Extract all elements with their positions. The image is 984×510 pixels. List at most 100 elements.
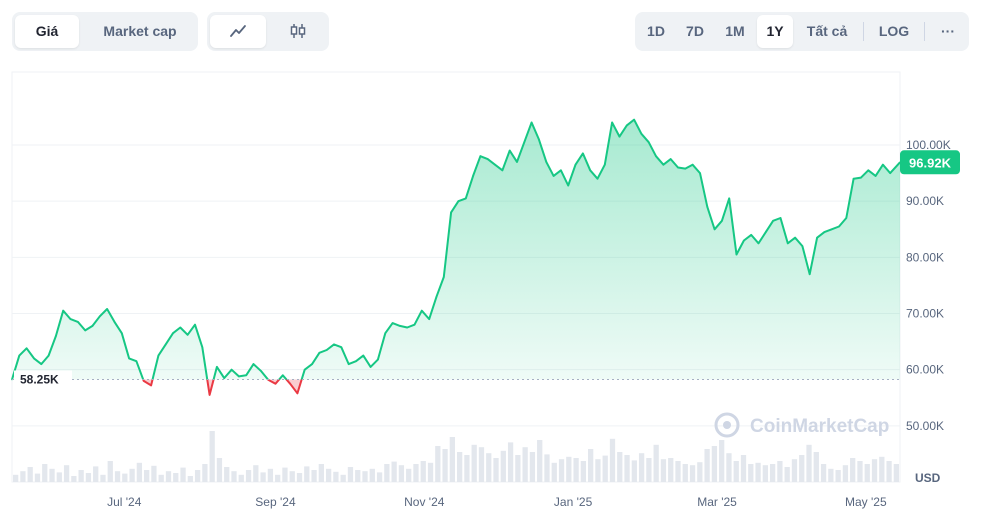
metric-toggle: Giá Market cap [12, 12, 198, 51]
watermark-text: CoinMarketCap [750, 416, 889, 437]
volume-bar [100, 474, 106, 482]
data-point [84, 329, 86, 332]
data-point [735, 253, 738, 256]
range-all[interactable]: Tất cả [806, 23, 848, 39]
data-point [465, 197, 467, 200]
volume-bar [369, 468, 375, 482]
data-point [142, 380, 145, 382]
volume-bar [879, 456, 885, 482]
volume-bar [165, 471, 172, 482]
volume-bar [748, 464, 754, 482]
data-point [450, 211, 452, 214]
volume-bar [180, 467, 186, 482]
data-point [721, 220, 723, 222]
data-point [128, 357, 130, 360]
range-toggle: 1D 7D 1M 1Y Tất cả LOG ··· [635, 12, 969, 51]
log-scale-toggle[interactable]: LOG [878, 23, 910, 39]
data-point [113, 321, 116, 323]
volume-bar [573, 458, 579, 482]
price-chart[interactable]: 58.25K CoinMarketCap 50.00K 60.00K 70.00K 8… [0, 60, 984, 510]
volume-bar [791, 459, 798, 482]
volume-bar [733, 461, 739, 482]
data-point [457, 200, 460, 202]
data-point [33, 357, 35, 360]
volume-bar [449, 437, 455, 482]
range-1d[interactable]: 1D [647, 23, 665, 39]
volume-bar [617, 452, 623, 482]
data-point [582, 152, 584, 155]
line-chart-icon [230, 25, 246, 37]
volume-bar [842, 465, 849, 482]
x-tick-label: May '25 [845, 495, 887, 509]
volume-bar [871, 459, 878, 482]
volume-bar [158, 474, 164, 482]
volume-bar [675, 461, 681, 482]
data-point [362, 354, 365, 357]
data-point [618, 135, 621, 138]
volume-bar [238, 474, 244, 482]
volume-bar [595, 459, 601, 482]
data-point [62, 309, 64, 312]
range-1y[interactable]: 1Y [757, 15, 793, 48]
data-point [743, 239, 745, 242]
data-point [838, 225, 840, 228]
volume-bar [769, 464, 776, 482]
volume-bar [813, 452, 819, 482]
range-7d[interactable]: 7D [686, 23, 704, 39]
range-divider-2 [924, 22, 925, 41]
current-price-label: 96.92K [900, 150, 960, 175]
volume-bar [406, 468, 412, 482]
data-point [845, 217, 848, 219]
volume-bar [282, 467, 288, 482]
volume-bar [515, 455, 521, 482]
line-chart-button[interactable] [210, 15, 266, 48]
data-point [713, 228, 716, 231]
data-point [604, 163, 606, 166]
more-options-icon[interactable]: ··· [941, 23, 955, 39]
volume-bar [362, 471, 368, 482]
volume-bar [420, 461, 426, 482]
volume-bar [464, 455, 470, 482]
data-point [208, 394, 211, 396]
volume-bar [435, 446, 441, 482]
volume-bar [253, 465, 259, 482]
volume-bar [726, 453, 732, 482]
data-point [296, 392, 299, 395]
volume-bar [799, 455, 805, 482]
data-point [772, 220, 774, 222]
volume-bar [719, 440, 725, 482]
volume-bar [755, 462, 761, 482]
volume-bar [224, 467, 230, 482]
data-point [384, 332, 387, 335]
data-point [633, 118, 635, 121]
data-point [567, 184, 569, 187]
volume-bar [311, 470, 317, 482]
data-point [699, 172, 701, 174]
data-point [860, 176, 862, 179]
data-point [150, 384, 152, 387]
volume-bar [537, 440, 543, 482]
volume-bar [857, 461, 863, 482]
data-point [238, 375, 240, 378]
y-tick-label: 90.00K [906, 194, 944, 208]
y-tick-label: 50.00K [906, 419, 944, 433]
volume-bar [231, 471, 237, 482]
volume-bar [522, 447, 528, 482]
metric-option-price[interactable]: Giá [15, 15, 79, 48]
x-tick-label: Mar '25 [697, 495, 737, 509]
data-point [289, 382, 291, 385]
volume-bar [835, 470, 841, 482]
data-point [369, 366, 372, 368]
volume-bar [544, 454, 550, 482]
candlestick-button[interactable] [270, 15, 326, 48]
series-line-up [11, 118, 901, 380]
data-point [325, 349, 328, 351]
metric-option-market-cap[interactable]: Market cap [103, 23, 177, 39]
data-point [230, 368, 233, 371]
volume-bar [660, 459, 667, 482]
data-point [830, 228, 833, 231]
range-1m[interactable]: 1M [725, 23, 745, 39]
current-price-text: 96.92K [909, 155, 952, 170]
volume-bar [34, 473, 41, 482]
data-point [728, 197, 730, 200]
